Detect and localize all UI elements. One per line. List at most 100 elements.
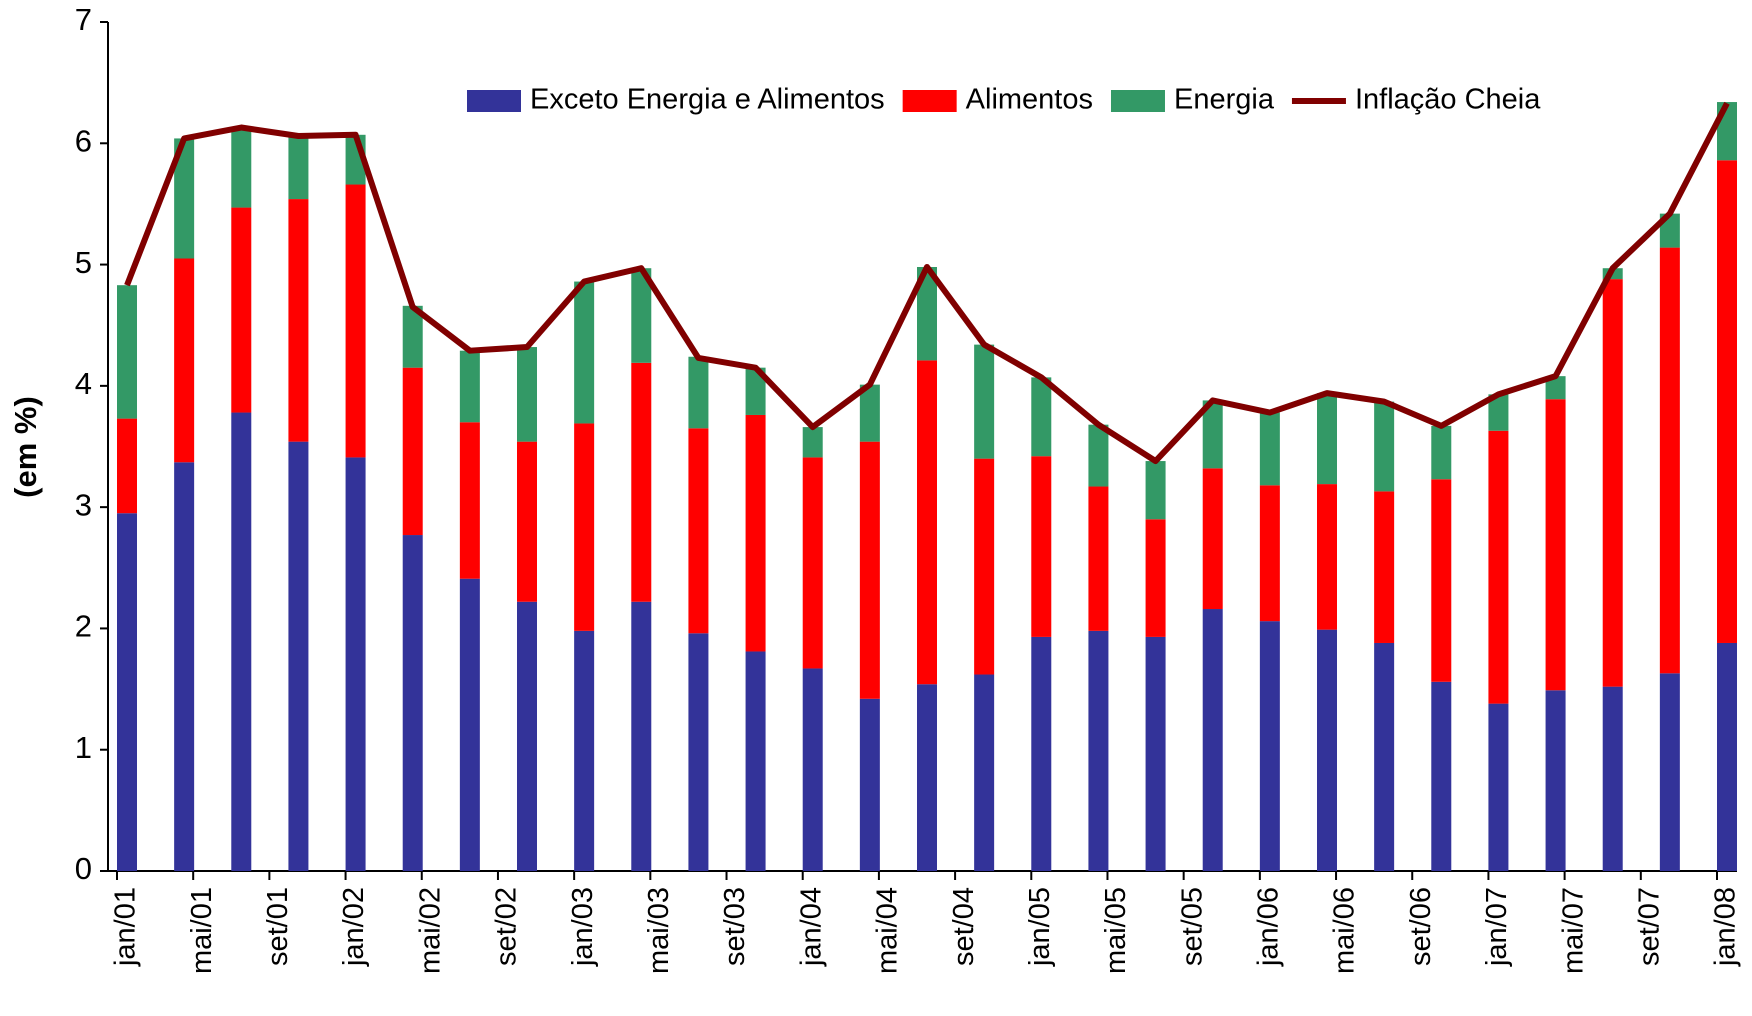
bar-segment (174, 258, 195, 463)
bar-segment (1431, 479, 1452, 682)
bar-segment (517, 601, 537, 871)
x-tick-label: mai/04 (872, 887, 904, 974)
bar-segment (174, 138, 195, 259)
bar-segment (688, 428, 709, 634)
bar-segment (745, 414, 766, 652)
legend-swatch (467, 90, 521, 112)
bar-segment (459, 578, 480, 871)
x-tick-label: jan/02 (338, 887, 370, 967)
bar-segment (288, 199, 309, 442)
x-tick-label: mai/02 (414, 887, 446, 974)
bar-segment (402, 367, 423, 536)
bar-segment (974, 458, 995, 675)
bar-segment (1317, 629, 1337, 871)
legend-label: Inflação Cheia (1355, 84, 1541, 116)
bar-segment (631, 601, 652, 871)
y-tick-label: 6 (75, 123, 92, 158)
legend-label: Exceto Energia e Alimentos (530, 84, 885, 116)
bar-segment (231, 127, 252, 208)
bar-segment (631, 268, 652, 363)
bar-segment (859, 698, 880, 871)
bar-segment (231, 207, 252, 413)
legend-label: Energia (1174, 84, 1275, 116)
bar-segment (859, 384, 880, 442)
y-tick-label: 5 (75, 245, 92, 280)
bar-segment (1031, 456, 1052, 637)
bar-segment (574, 423, 595, 631)
legend-swatch (902, 90, 957, 112)
x-tick-label: jan/01 (110, 887, 142, 967)
bar-segment (1088, 630, 1109, 871)
bar-segment (1545, 399, 1566, 691)
bar-segment (745, 651, 766, 871)
x-tick-label: set/06 (1405, 887, 1437, 966)
bar-segment (1031, 377, 1052, 457)
bar-segment (1545, 376, 1566, 400)
bar-segment (1374, 401, 1395, 492)
bar-segment (1717, 642, 1737, 871)
bar-segment (745, 367, 766, 415)
x-tick-label: mai/07 (1557, 887, 1589, 974)
bar-segment (1317, 484, 1337, 630)
bar-segment (1602, 686, 1623, 871)
x-tick-label: set/04 (948, 887, 980, 966)
bar-segment (1545, 690, 1566, 871)
x-tick-label: jan/05 (1024, 887, 1056, 967)
line-series (124, 101, 1730, 465)
x-tick-label: mai/03 (643, 887, 675, 974)
y-tick-label: 2 (75, 609, 92, 644)
bar-segment (1659, 673, 1680, 871)
bar-segment (1602, 279, 1623, 687)
bar-segment (459, 422, 480, 579)
legend-swatch (1110, 90, 1165, 112)
bar-segment (802, 668, 823, 871)
bar-segment (802, 427, 823, 458)
bar-segment (974, 674, 995, 871)
bar-segment (402, 305, 423, 368)
bar-segment (1202, 609, 1223, 871)
bar-segment (1431, 681, 1452, 871)
bar-segment (345, 457, 366, 871)
bar-segment (1374, 642, 1395, 871)
x-tick-label: set/03 (719, 887, 751, 966)
x-tick-label: set/01 (262, 887, 294, 966)
bar-segment (517, 347, 537, 442)
bar-segment (1088, 424, 1109, 487)
bar-segment (288, 136, 309, 200)
x-tick-label: set/02 (491, 887, 523, 966)
bar-segment (117, 513, 137, 871)
bar-segment (1259, 621, 1280, 871)
bar-segment (1202, 400, 1223, 469)
y-axis-label: (em %) (8, 396, 43, 498)
bar-segment (1145, 461, 1166, 520)
bar-segment (1145, 519, 1166, 637)
bar-segment (1431, 425, 1452, 480)
bar-segment (1659, 247, 1680, 674)
bar-segment (802, 457, 823, 669)
bar-segment (1259, 412, 1280, 486)
legend-label: Alimentos (966, 84, 1093, 116)
y-tick-label: 3 (75, 487, 92, 522)
bar-segment (1488, 430, 1509, 704)
bar-segment (1717, 160, 1737, 643)
bar-segment (117, 285, 137, 419)
bar-segment (917, 266, 937, 361)
bar-segment (117, 418, 137, 514)
x-tick-label: mai/06 (1329, 887, 1361, 974)
x-tick-label: jan/03 (567, 887, 599, 967)
bar-segment (1031, 636, 1052, 871)
bar-segment (574, 630, 595, 871)
bar-segment (688, 356, 709, 429)
bar-segment (231, 412, 252, 871)
bar-segment (974, 344, 995, 459)
bar-segment (517, 441, 537, 602)
x-tick-label: jan/08 (1710, 887, 1742, 967)
x-tick-label: mai/05 (1100, 887, 1132, 974)
x-tick-label: jan/06 (1253, 887, 1285, 967)
x-tick-label: set/07 (1633, 887, 1665, 966)
bar-segment (402, 535, 423, 871)
bar-segment (574, 281, 595, 424)
y-tick-label: 0 (75, 851, 92, 886)
x-tick-label: mai/01 (186, 887, 218, 974)
